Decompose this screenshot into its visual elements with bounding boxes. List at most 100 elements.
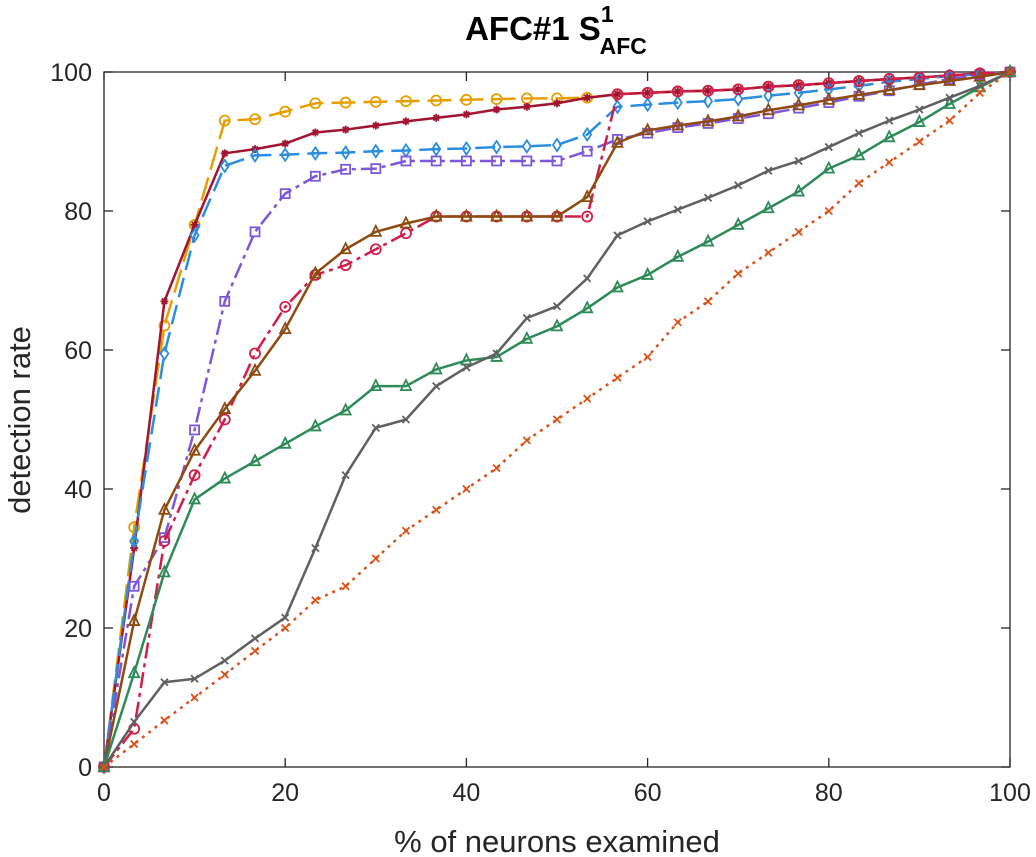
data-point (158, 319, 171, 332)
data-point (278, 435, 292, 449)
data-point (734, 181, 743, 190)
data-point (852, 86, 866, 100)
axis-ticks: 0 20 40 60 80 100 0 20 40 60 80 100 (50, 59, 1031, 807)
data-point (432, 505, 441, 514)
data-point (491, 155, 502, 167)
data-point (673, 205, 682, 214)
x-tick-label: 40 (452, 779, 480, 807)
data-point (703, 297, 713, 306)
data-point (552, 302, 562, 311)
data-point (281, 139, 290, 148)
data-point (281, 613, 290, 622)
data-point (764, 166, 773, 175)
data-point (220, 149, 229, 158)
data-point (642, 97, 653, 113)
data-point (340, 163, 352, 175)
data-point (490, 208, 504, 222)
data-point (99, 762, 109, 772)
data-point (218, 114, 231, 127)
data-point (311, 543, 320, 553)
data-point (430, 155, 442, 167)
data-point (852, 147, 866, 161)
data-point (822, 91, 836, 105)
data-point (701, 113, 715, 127)
data-point (399, 215, 413, 229)
data-point (400, 95, 412, 108)
data-point (671, 117, 685, 131)
data-point (522, 436, 531, 445)
data-point (339, 96, 352, 109)
data-point (280, 147, 291, 163)
data-point (309, 97, 322, 110)
data-point (249, 147, 261, 164)
data-point (249, 226, 261, 238)
data-point (613, 90, 622, 99)
data-point (462, 484, 471, 494)
data-point (613, 373, 622, 382)
x-axis-label: % of neurons examined (394, 824, 720, 857)
data-point (278, 321, 292, 335)
data-point (824, 142, 833, 152)
data-point (429, 361, 443, 375)
data-point (250, 634, 260, 643)
data-point (492, 464, 501, 473)
data-point (218, 401, 232, 414)
data-point (279, 188, 291, 200)
data-point (371, 423, 380, 432)
data-point (250, 646, 260, 656)
data-point (189, 424, 201, 436)
y-tick-label: 80 (64, 198, 92, 226)
data-point (190, 693, 199, 702)
data-point (520, 208, 534, 222)
data-point (704, 86, 713, 95)
data-point (552, 415, 562, 424)
data-point (341, 125, 350, 134)
data-point (127, 665, 141, 679)
data-point (190, 674, 199, 683)
data-point (734, 85, 743, 94)
data-point (490, 93, 503, 106)
data-point (311, 596, 320, 605)
x-tick-label: 100 (989, 779, 1031, 807)
plot-area (103, 71, 1011, 768)
data-point (492, 105, 501, 114)
data-point (491, 139, 502, 155)
data-point (249, 113, 261, 126)
y-tick-label: 20 (64, 615, 92, 643)
data-point (583, 93, 592, 102)
data-point (249, 347, 261, 360)
data-point (582, 126, 593, 143)
data-point (220, 656, 229, 665)
chart-title: AFC#1 S1 AFC (465, 1, 647, 59)
data-point (308, 418, 322, 432)
data-point (219, 295, 231, 307)
y-tick-label: 40 (64, 476, 92, 504)
data-point (733, 91, 744, 107)
data-point (915, 105, 924, 114)
data-point (188, 442, 202, 456)
data-point (975, 88, 984, 97)
data-point (430, 94, 443, 107)
data-point (339, 402, 353, 416)
data-point (794, 227, 803, 236)
data-point (583, 274, 592, 283)
data-point (764, 248, 773, 257)
data-point (309, 269, 322, 281)
data-point (459, 352, 473, 366)
data-point (370, 143, 381, 159)
data-point (975, 81, 984, 91)
data-point (127, 613, 141, 626)
data-point (339, 241, 353, 255)
data-point (248, 453, 262, 467)
data-point (943, 95, 957, 109)
data-point (160, 678, 169, 687)
data-point (611, 88, 624, 101)
data-point (550, 318, 564, 332)
data-point (310, 145, 321, 161)
data-point (130, 739, 139, 749)
data-point (370, 163, 382, 175)
data-point (369, 378, 383, 392)
data-point (160, 297, 169, 306)
data-point (429, 208, 443, 222)
